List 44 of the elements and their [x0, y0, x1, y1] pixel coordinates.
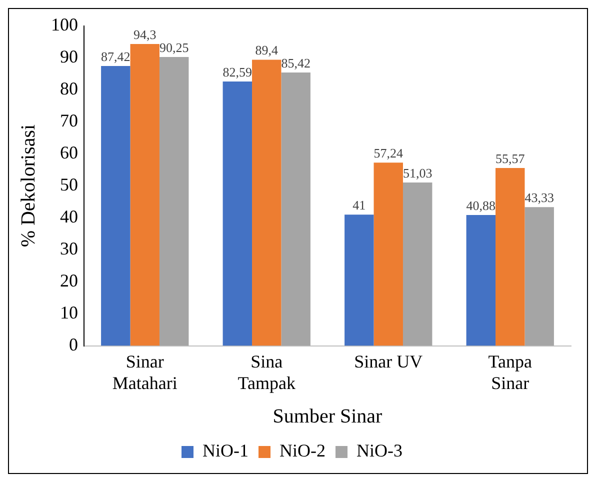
- data-label: 43,33: [524, 190, 554, 206]
- y-tick-label: 90: [60, 46, 78, 67]
- data-label: 57,24: [374, 146, 404, 161]
- y-tick-label: 70: [60, 110, 78, 131]
- y-tick-label: 60: [60, 142, 78, 163]
- data-label: 40,88: [466, 198, 496, 213]
- data-label: 90,25: [159, 40, 189, 55]
- bar: [252, 60, 282, 346]
- y-tick-label: 0: [69, 334, 78, 355]
- data-label: 85,42: [281, 55, 310, 70]
- y-tick-label: 30: [60, 238, 78, 259]
- y-tick-label: 40: [60, 206, 78, 227]
- bar: [222, 82, 252, 346]
- x-tick-label: Sinar UV: [354, 351, 423, 372]
- y-tick-label: 80: [60, 78, 78, 99]
- x-tick-label: Sina Tampak: [238, 351, 296, 393]
- bar: [344, 214, 374, 346]
- data-label: 41: [352, 198, 366, 213]
- y-tick-label: 20: [60, 270, 78, 291]
- y-tick-label: 50: [60, 174, 78, 195]
- bar: [101, 66, 130, 346]
- data-label: 51,03: [402, 165, 432, 180]
- legend-label: NiO-1: [202, 440, 249, 461]
- data-label: 87,42: [101, 48, 130, 64]
- bar: [466, 214, 496, 346]
- data-label: 94,3: [134, 26, 156, 42]
- x-axis-title: Sumber Sinar: [272, 405, 383, 428]
- y-axis-title: % Dekolorisasi: [17, 124, 40, 248]
- legend-label: NiO-3: [356, 440, 402, 461]
- x-tick-label: Sinar Matahari: [112, 351, 178, 393]
- data-label: 55,57: [496, 150, 526, 166]
- bar: [496, 168, 525, 346]
- data-label: 89,4: [255, 42, 278, 58]
- legend-label: NiO-2: [280, 440, 326, 461]
- bar: [281, 72, 310, 346]
- bar: [130, 44, 160, 346]
- data-label: 82,59: [222, 64, 252, 80]
- bar: [524, 207, 554, 346]
- bar: [159, 57, 189, 346]
- x-tick-label: Tanpa Sinar: [488, 351, 532, 393]
- y-tick-label: 100: [51, 14, 78, 35]
- bar: [402, 182, 432, 346]
- y-tick-label: 10: [60, 302, 78, 323]
- bar: [374, 162, 403, 346]
